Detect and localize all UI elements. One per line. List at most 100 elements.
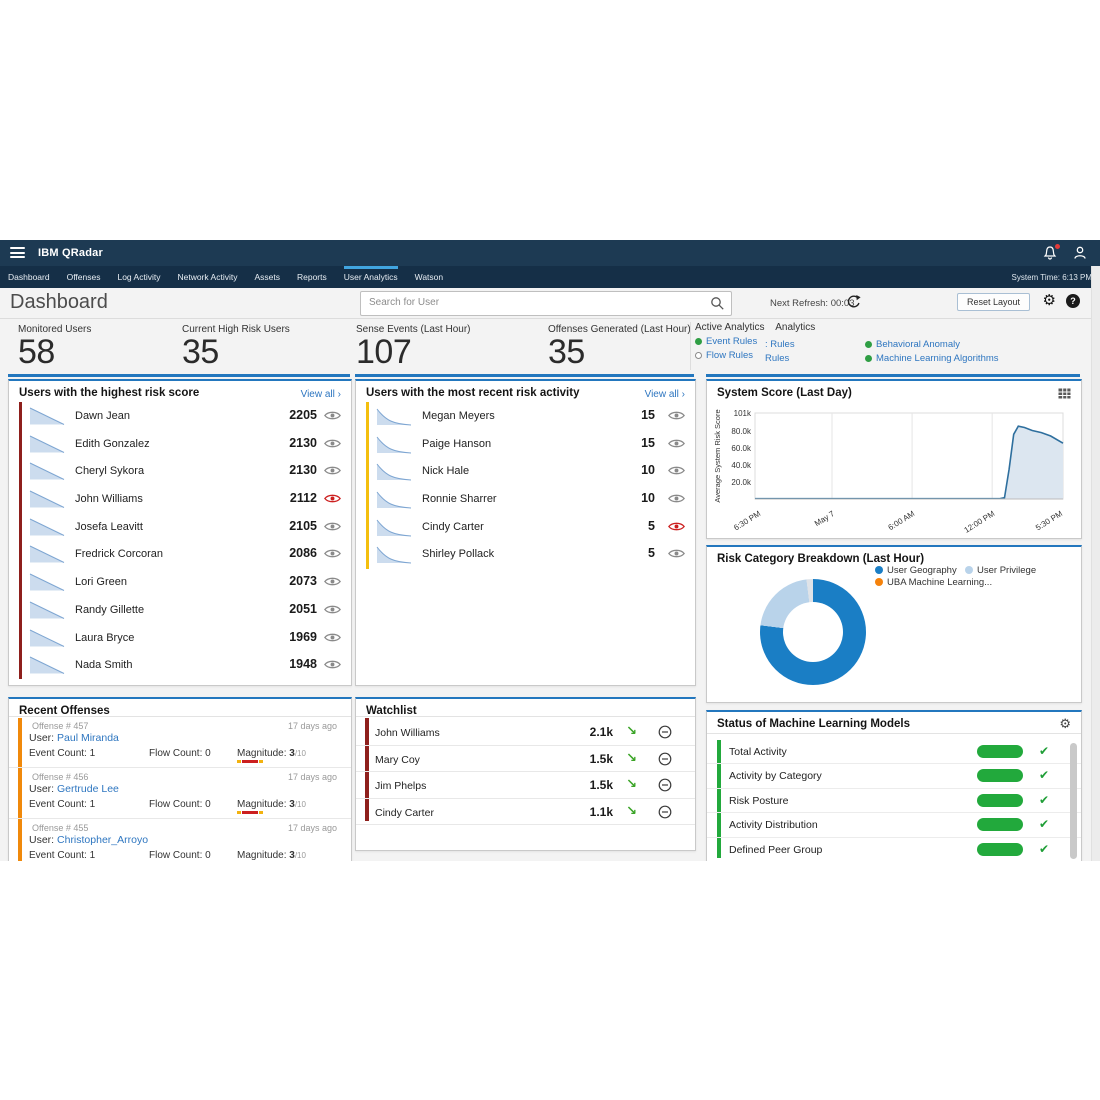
list-item[interactable]: Josefa Leavitt 2105	[9, 513, 351, 541]
sparkline-chart	[376, 519, 412, 537]
eye-icon[interactable]	[668, 521, 685, 532]
tab-user-analytics[interactable]: User Analytics	[343, 266, 398, 288]
help-icon[interactable]: ?	[1066, 294, 1080, 308]
tab-network-activity[interactable]: Network Activity	[177, 272, 238, 282]
offense-item[interactable]: Offense # 457 17 days ago User: Paul Mir…	[9, 717, 351, 768]
ml-model-row[interactable]: Risk Posture ✔	[707, 789, 1081, 814]
eye-icon[interactable]	[668, 410, 685, 421]
stats-underline-1	[8, 374, 350, 377]
user-account-icon[interactable]	[1072, 245, 1088, 261]
offense-list: Offense # 457 17 days ago User: Paul Mir…	[9, 717, 351, 861]
eye-icon[interactable]	[324, 632, 341, 643]
eye-icon[interactable]	[324, 576, 341, 587]
sparkline-chart	[376, 491, 412, 509]
list-item[interactable]: Lori Green 2073	[9, 568, 351, 596]
eye-icon[interactable]	[324, 659, 341, 670]
trend-down-icon: ↘	[626, 749, 637, 765]
app-title: IBM QRadar	[38, 247, 103, 259]
table-view-icon[interactable]	[1058, 388, 1071, 399]
settings-gear-icon[interactable]: ⚙	[1042, 292, 1056, 309]
watchlist-row[interactable]: Cindy Carter 1.1k ↘	[356, 799, 695, 826]
list-item[interactable]: Ronnie Sharrer 10	[356, 485, 695, 513]
offense-item[interactable]: Offense # 455 17 days ago User: Christop…	[9, 819, 351, 861]
list-item[interactable]: Megan Meyers 15	[356, 402, 695, 430]
list-item[interactable]: Randy Gillette 2051	[9, 596, 351, 624]
title-divider	[356, 716, 695, 717]
remove-from-watchlist-icon[interactable]	[658, 725, 672, 739]
eye-icon[interactable]	[324, 604, 341, 615]
search-icon[interactable]	[710, 296, 725, 311]
top-app-bar: IBM QRadar	[0, 240, 1100, 266]
stats-underline-3	[706, 374, 1080, 377]
panel-recent-risk-activity: Users with the most recent risk activity…	[355, 379, 696, 686]
ml-model-row[interactable]: Defined Peer Group ✔	[707, 838, 1081, 861]
list-item[interactable]: Shirley Pollack 5	[356, 540, 695, 568]
tab-watson[interactable]: Watson	[414, 272, 444, 282]
link-machine-learning-algorithms[interactable]: Machine Learning Algorithms	[865, 353, 999, 364]
tab-assets[interactable]: Assets	[254, 272, 280, 282]
tab-dashboard[interactable]: Dashboard	[8, 272, 50, 282]
tab-reports[interactable]: Reports	[296, 272, 327, 282]
search-input[interactable]	[361, 292, 717, 313]
eye-icon[interactable]	[324, 410, 341, 421]
reset-layout-button[interactable]: Reset Layout	[956, 293, 1030, 311]
title-divider	[9, 716, 351, 717]
page-scrollbar-track[interactable]	[1091, 266, 1100, 861]
eye-icon[interactable]	[668, 438, 685, 449]
ml-model-row[interactable]: Activity by Category ✔	[707, 764, 1081, 789]
eye-icon[interactable]	[324, 493, 341, 504]
list-item[interactable]: Nick Hale 10	[356, 457, 695, 485]
view-all-link[interactable]: View all ›	[300, 389, 341, 400]
notifications-bell-icon[interactable]	[1042, 245, 1058, 261]
system-score-svg: 101k 80.0k 60.0k 40.0k 20.0k 6:30 PM May 7 6:00…	[713, 409, 1064, 533]
list-item[interactable]: Dawn Jean 2205	[9, 402, 351, 430]
list-item[interactable]: Cindy Carter 5	[356, 513, 695, 541]
panel-title: Risk Category Breakdown (Last Hour)	[717, 553, 925, 565]
list-item[interactable]: Nada Smith 1948	[9, 651, 351, 679]
watchlist-row[interactable]: John Williams 2.1k ↘	[356, 719, 695, 746]
offense-user-link[interactable]: Gertrude Lee	[57, 783, 119, 795]
eye-icon[interactable]	[324, 465, 341, 476]
tab-log-activity[interactable]: Log Activity	[117, 272, 161, 282]
watchlist-severity-strip	[365, 718, 369, 821]
status-pill	[977, 769, 1023, 783]
menu-icon[interactable]	[10, 247, 25, 259]
eye-icon[interactable]	[324, 548, 341, 559]
panel-highest-risk-users: Users with the highest risk score View a…	[8, 379, 352, 686]
panel-scrollbar-thumb[interactable]	[1070, 743, 1077, 859]
stat-value: 107	[356, 333, 412, 371]
eye-icon[interactable]	[324, 438, 341, 449]
eye-icon[interactable]	[668, 493, 685, 504]
eye-icon[interactable]	[324, 521, 341, 532]
list-item[interactable]: Laura Bryce 1969	[9, 624, 351, 652]
eye-icon[interactable]	[668, 465, 685, 476]
list-item[interactable]: John Williams 2112	[9, 485, 351, 513]
list-item[interactable]: Edith Gonzalez 2130	[9, 430, 351, 458]
remove-from-watchlist-icon[interactable]	[658, 752, 672, 766]
offense-user-link[interactable]: Christopher_Arroyo	[57, 834, 149, 846]
watchlist-row[interactable]: Jim Phelps 1.5k ↘	[356, 772, 695, 799]
link-flow-rules[interactable]: Flow Rules	[695, 350, 815, 361]
panel-recent-offenses: Recent Offenses Offense # 457 17 days ag…	[8, 697, 352, 861]
list-item[interactable]: Cheryl Sykora 2130	[9, 457, 351, 485]
panel-settings-gear-icon[interactable]: ⚙	[1059, 716, 1071, 731]
ml-model-row[interactable]: Total Activity ✔	[707, 740, 1081, 765]
refresh-icon[interactable]	[846, 294, 861, 310]
tab-offenses[interactable]: Offenses	[66, 272, 101, 282]
list-item[interactable]: Paige Hanson 15	[356, 430, 695, 458]
offense-user-link[interactable]: Paul Miranda	[57, 732, 119, 744]
check-icon: ✔	[1038, 792, 1049, 807]
sparkline-chart	[29, 518, 65, 536]
remove-from-watchlist-icon[interactable]	[658, 805, 672, 819]
eye-icon[interactable]	[668, 548, 685, 559]
link-event-rules[interactable]: Event Rules	[695, 336, 815, 347]
ml-model-row[interactable]: Activity Distribution ✔	[707, 813, 1081, 838]
remove-from-watchlist-icon[interactable]	[658, 778, 672, 792]
offense-item[interactable]: Offense # 456 17 days ago User: Gertrude…	[9, 768, 351, 819]
sparkline-chart	[29, 490, 65, 509]
link-behavioral-anomaly[interactable]: Behavioral Anomaly	[865, 339, 999, 350]
ml-model-rows: Total Activity ✔ Activity by Category ✔ Ri…	[707, 740, 1081, 861]
watchlist-row[interactable]: Mary Coy 1.5k ↘	[356, 746, 695, 773]
list-item[interactable]: Fredrick Corcoran 2086	[9, 540, 351, 568]
view-all-link[interactable]: View all ›	[644, 389, 685, 400]
